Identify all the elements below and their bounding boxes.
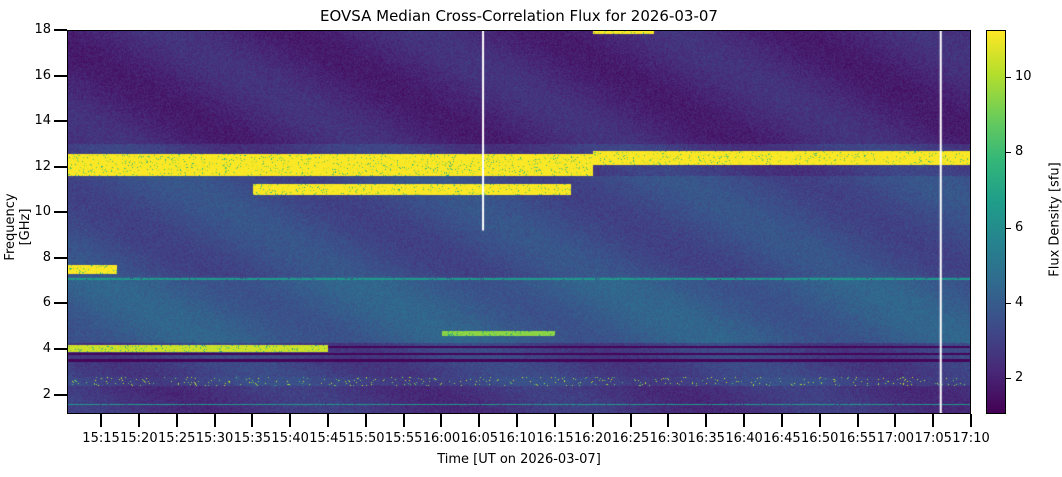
x-tick bbox=[440, 414, 443, 427]
x-tick-label: 17:00 bbox=[876, 431, 915, 446]
x-tick-label: 16:25 bbox=[611, 431, 650, 446]
x-tick bbox=[894, 414, 897, 427]
x-tick bbox=[326, 414, 329, 427]
x-tick bbox=[591, 414, 594, 427]
colorbar-tick-label: 4 bbox=[1015, 294, 1024, 310]
colorbar-tick bbox=[1006, 152, 1011, 154]
x-tick-label: 17:10 bbox=[952, 431, 990, 446]
x-tick-label: 16:45 bbox=[763, 431, 801, 446]
y-tick bbox=[54, 74, 67, 77]
x-tick-label: 16:20 bbox=[574, 431, 612, 446]
x-tick bbox=[137, 414, 140, 427]
x-tick-label: 16:40 bbox=[725, 431, 763, 446]
colorbar-tick bbox=[1006, 227, 1011, 229]
x-tick bbox=[629, 414, 632, 427]
y-tick bbox=[54, 393, 67, 396]
x-tick bbox=[213, 414, 216, 427]
x-tick bbox=[818, 414, 821, 427]
x-tick bbox=[516, 414, 519, 427]
x-tick-label: 17:05 bbox=[914, 431, 952, 446]
x-tick-label: 16:00 bbox=[422, 431, 461, 446]
x-tick bbox=[932, 414, 935, 427]
y-tick-label: 18 bbox=[34, 22, 51, 37]
y-tick bbox=[54, 120, 67, 123]
plot-area bbox=[67, 30, 971, 414]
x-tick-label: 15:50 bbox=[347, 431, 385, 446]
y-tick bbox=[54, 302, 67, 305]
x-tick bbox=[251, 414, 254, 427]
y-tick bbox=[54, 29, 67, 31]
y-tick bbox=[54, 348, 67, 351]
x-tick-label: 16:35 bbox=[687, 431, 725, 446]
colorbar-tick-label: 10 bbox=[1015, 69, 1032, 85]
y-tick bbox=[54, 256, 67, 259]
x-tick-label: 16:50 bbox=[800, 431, 839, 446]
x-tick bbox=[364, 414, 367, 427]
y-tick-label: 4 bbox=[42, 341, 51, 357]
x-tick bbox=[553, 414, 556, 427]
x-tick-label: 15:55 bbox=[384, 431, 423, 446]
x-tick-label: 16:30 bbox=[649, 431, 688, 446]
x-tick bbox=[705, 414, 708, 427]
x-tick-label: 15:25 bbox=[157, 431, 196, 446]
colorbar-tick-label: 8 bbox=[1015, 144, 1024, 160]
x-tick bbox=[402, 414, 405, 427]
y-tick bbox=[54, 211, 67, 214]
x-tick bbox=[289, 414, 292, 427]
colorbar-tick bbox=[1006, 378, 1011, 380]
y-tick-label: 2 bbox=[42, 386, 51, 402]
x-tick-label: 16:10 bbox=[498, 431, 536, 446]
y-tick-label: 12 bbox=[34, 158, 51, 174]
y-tick-label: 14 bbox=[34, 113, 51, 129]
x-tick-label: 15:45 bbox=[309, 431, 347, 446]
colorbar-tick bbox=[1006, 302, 1011, 304]
y-tick-label: 6 bbox=[42, 295, 51, 311]
x-tick bbox=[175, 414, 178, 427]
x-tick-label: 16:55 bbox=[838, 431, 877, 446]
colorbar-tick bbox=[1006, 77, 1011, 79]
x-tick-label: 15:20 bbox=[120, 431, 158, 446]
colorbar-tick-label: 6 bbox=[1015, 219, 1024, 235]
x-axis-label: Time [UT on 2026-03-07] bbox=[437, 452, 601, 467]
colorbar-label: Flux Density [sfu] bbox=[1047, 162, 1062, 277]
colorbar-tick-label: 2 bbox=[1015, 370, 1024, 386]
x-tick-label: 16:05 bbox=[460, 431, 499, 446]
chart-title: EOVSA Median Cross-Correlation Flux for … bbox=[320, 7, 718, 25]
x-tick-label: 15:15 bbox=[82, 431, 120, 446]
x-tick-label: 15:30 bbox=[195, 431, 234, 446]
x-tick bbox=[970, 414, 972, 427]
x-tick bbox=[667, 414, 670, 427]
y-tick bbox=[54, 165, 67, 168]
x-tick bbox=[478, 414, 481, 427]
x-tick bbox=[100, 414, 103, 427]
y-tick-label: 16 bbox=[34, 67, 51, 83]
x-tick bbox=[780, 414, 783, 427]
x-tick bbox=[856, 414, 859, 427]
colorbar bbox=[986, 30, 1006, 414]
y-tick-label: 10 bbox=[34, 204, 51, 220]
x-tick-label: 15:40 bbox=[271, 431, 309, 446]
x-tick-label: 15:35 bbox=[233, 431, 272, 446]
y-tick-label: 8 bbox=[42, 249, 51, 265]
x-tick bbox=[743, 414, 746, 427]
x-tick-label: 16:15 bbox=[536, 431, 574, 446]
spectrogram-heatmap bbox=[67, 30, 971, 414]
